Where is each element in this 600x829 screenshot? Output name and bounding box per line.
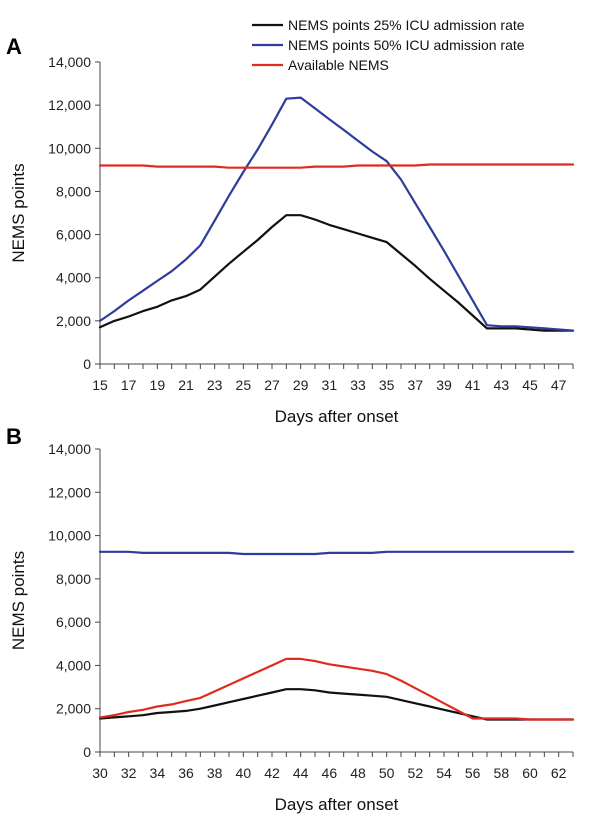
panel-b-x-tick-label: 40 xyxy=(236,765,252,781)
panel-a-x-tick-label: 41 xyxy=(465,377,481,393)
panel-b-x-tick-label: 52 xyxy=(408,765,424,781)
panel-a-letter: A xyxy=(6,34,22,59)
panel-b-y-tick-label: 2,000 xyxy=(56,701,91,717)
panel-a-legend-label-1: NEMS points 25% ICU admission rate xyxy=(288,17,525,33)
panel-b-x-tick-label: 62 xyxy=(551,765,567,781)
panel-a-y-tick-label: 8,000 xyxy=(56,183,91,199)
panel-a-y-tick-label: 4,000 xyxy=(56,270,91,286)
panel-a-x-tick-label: 31 xyxy=(322,377,338,393)
panel-a-series-line-1 xyxy=(98,214,575,332)
panel-a-x-tick-label: 37 xyxy=(408,377,424,393)
panel-b-series-line-3 xyxy=(98,550,575,556)
panel-b-x-tick-label: 58 xyxy=(494,765,510,781)
panel-a-legend-label-2: NEMS points 50% ICU admission rate xyxy=(288,37,525,53)
panel-b-letter: B xyxy=(6,424,22,449)
panel-a-series-line-3 xyxy=(98,163,575,169)
panel-b-y-tick-label: 0 xyxy=(83,744,91,760)
panel-b-y-tick-label: 14,000 xyxy=(48,441,91,457)
panel-a-x-tick-label: 45 xyxy=(522,377,538,393)
panel-a-x-tick-label: 35 xyxy=(379,377,395,393)
panel-a-x-tick-label: 19 xyxy=(150,377,166,393)
panel-b-x-tick-label: 34 xyxy=(150,765,166,781)
panel-b-x-tick-label: 54 xyxy=(436,765,452,781)
panel-b-y-axis-title: NEMS points xyxy=(9,551,28,650)
panel-a-x-tick-label: 43 xyxy=(494,377,510,393)
panel-b-y-tick-label: 8,000 xyxy=(56,571,91,587)
panel-b-x-tick-label: 50 xyxy=(379,765,395,781)
panel-b-y-tick-label: 10,000 xyxy=(48,528,91,544)
panel-a-y-axis-title: NEMS points xyxy=(9,163,28,262)
panel-a-x-tick-label: 29 xyxy=(293,377,309,393)
panel-b-x-axis-title: Days after onset xyxy=(275,795,399,814)
panel-b-x-tick-label: 32 xyxy=(121,765,137,781)
panel-a-x-tick-label: 47 xyxy=(551,377,567,393)
panel-b-y-tick-label: 4,000 xyxy=(56,657,91,673)
panel-b-x-tick-label: 48 xyxy=(350,765,366,781)
panel-b-series-line-2 xyxy=(98,657,575,721)
panel-a-y-tick-label: 0 xyxy=(83,356,91,372)
panel-b-x-tick-label: 38 xyxy=(207,765,223,781)
panel-b-y-tick-label: 12,000 xyxy=(48,484,91,500)
panel-a-y-tick-label: 2,000 xyxy=(56,313,91,329)
panel-b-x-tick-label: 60 xyxy=(522,765,538,781)
panel-b-x-tick-label: 30 xyxy=(92,765,108,781)
panel-a-x-tick-label: 39 xyxy=(436,377,452,393)
panel-a-x-tick-label: 23 xyxy=(207,377,223,393)
panel-b-x-tick-label: 46 xyxy=(322,765,338,781)
panel-a-series-line-2 xyxy=(98,96,575,332)
panel-a-x-tick-label: 15 xyxy=(92,377,108,393)
panel-a-x-axis-title: Days after onset xyxy=(275,407,399,426)
panel-b-x-tick-label: 36 xyxy=(178,765,194,781)
panel-a-y-tick-label: 12,000 xyxy=(48,97,91,113)
panel-b-x-tick-label: 42 xyxy=(264,765,280,781)
panel-a-x-tick-label: 17 xyxy=(121,377,137,393)
panel-a-x-tick-label: 25 xyxy=(236,377,252,393)
panel-b-y-tick-label: 6,000 xyxy=(56,614,91,630)
panel-b-x-tick-label: 56 xyxy=(465,765,481,781)
panel-a-legend-label-3: Available NEMS xyxy=(288,57,389,73)
panel-a-y-tick-label: 6,000 xyxy=(56,227,91,243)
panel-a-y-tick-label: 10,000 xyxy=(48,140,91,156)
panel-a-x-tick-label: 27 xyxy=(264,377,280,393)
panel-a-y-tick-label: 14,000 xyxy=(48,54,91,70)
panel-b-x-tick-label: 44 xyxy=(293,765,309,781)
panel-a-x-tick-label: 33 xyxy=(350,377,366,393)
panel-a-x-tick-label: 21 xyxy=(178,377,194,393)
